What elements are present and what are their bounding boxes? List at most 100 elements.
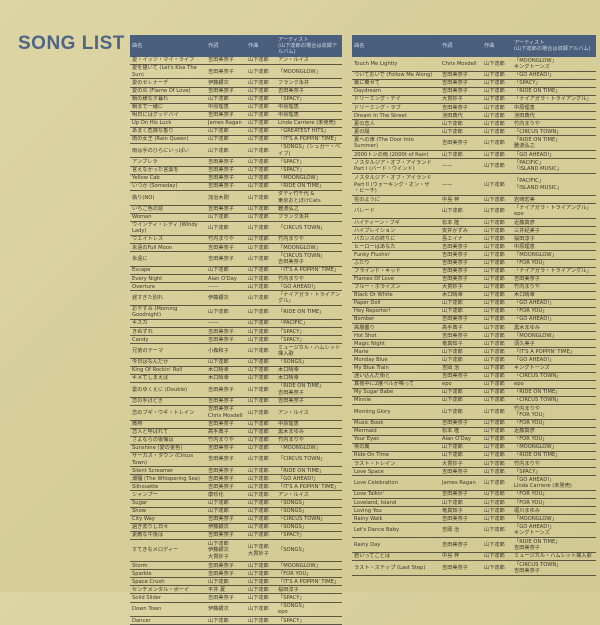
composer: 山下達郎 [248, 267, 269, 274]
lyricist: 吉田美奈子 [208, 475, 234, 482]
song-title: ヒーローはあなた [354, 243, 396, 250]
composer: 山下達郎 [484, 564, 505, 571]
song-title: Flames Of Love [354, 276, 394, 283]
composer: 山下達郎 [484, 389, 505, 396]
lyricist: 吉田美奈子 [208, 516, 234, 523]
composer: 山下達郎 [248, 194, 269, 201]
song-title: Mermaid [354, 428, 377, 435]
song-title: 朝の様な夕暮れ [132, 96, 169, 102]
artist: 「MOONGLOW」 [514, 332, 557, 339]
table-row: センチメンタル・ボーイ 平井 夏 山下達郎 桜田淳子 [130, 586, 342, 595]
artist: 「RIDE ON TIME」 吉田美奈子 [278, 383, 325, 396]
lyricist: 中島 梓 [442, 553, 460, 560]
song-table-right: 曲名 作詞 作曲 アーティスト (山下達郎の場合は収録アルバム) Touch Me Li… [352, 35, 596, 576]
song-title: アンブレラ [132, 158, 158, 165]
table-row: My Sugar Babe 山下達郎 山下達郎 「RIDE ON TIME」 [352, 389, 596, 397]
artist: 「SONGS」 [278, 499, 307, 506]
lyricist: 吉田美奈子 [208, 175, 234, 181]
composer: 山下達郎 [248, 328, 269, 335]
composer: 山下達郎 [484, 163, 505, 170]
composer: 山下達郎 [248, 128, 269, 135]
song-title: Minnie [354, 397, 372, 404]
artist: 「MOONGLOW」 [278, 445, 321, 452]
table-row: 雨の女王 (Rain Queen) 山下達郎 山下達郎 「IT'S A POPPIN'… [130, 136, 342, 145]
artist: 「MOONGLOW」 [278, 68, 321, 75]
page-title: SONG LIST [18, 33, 125, 54]
header-artist: アーティスト (山下達郎の場合は収録アルバム) [278, 36, 338, 56]
artist: 「SONGS」 [278, 524, 307, 531]
song-title: 恋の手ほどき [132, 398, 163, 405]
composer: 山下達郎 [484, 348, 505, 355]
table-row: ドリーミング・デイ 大貫妙子 山下達郎 「ナイアガラ・トライアングル」 [352, 96, 596, 105]
table-row: 夏の陽 山下達郎 山下達郎 「CIRCUS TOWN」 [352, 128, 596, 137]
artist: 「RIDE ON TIME」 [278, 183, 325, 190]
table-row: 2000トンの雨 (2000t of Rain) 山下達郎 山下達郎 「GO AHEA… [352, 151, 596, 160]
table-row: Solid Slider 吉田美奈子 山下達郎 「SPACY」 [130, 594, 342, 603]
song-title: ラスト・ステップ (Last Step) [354, 564, 426, 571]
artist: アン・ルイス [278, 491, 309, 498]
artist: 「FOR YOU」 [514, 420, 548, 427]
song-title: おやすみ (Morning Goodnight) [132, 306, 178, 319]
lyricist: 山下達郎 [442, 408, 463, 415]
table-row: いちご色の窓 吉田美奈子 山下達郎 難波弘之 [130, 206, 342, 214]
header-artist: アーティスト (山下達郎の場合は収録アルバム) [514, 39, 591, 52]
table-row: おやすみ (Morning Goodnight) 山下達郎 山下達郎 「RIDE ON… [130, 306, 342, 321]
table-row: Silent Screamer 吉田美奈子 山下達郎 「RIDE ON TIME」 [130, 467, 342, 476]
lyricist: 池田典代 [442, 112, 463, 119]
lyricist: 竜真知子 [442, 507, 463, 514]
artist: 「GO AHEAD!」 [514, 316, 555, 323]
song-title: Love Celebration [354, 480, 398, 487]
lyricist: 安井かずみ [442, 227, 468, 234]
composer: 山下達郎 [248, 309, 269, 316]
composer: 山下達郎 [248, 104, 269, 111]
artist: 「CIRCUS TOWN」 吉田美奈子 [514, 561, 562, 574]
table-row: キメてしまえば 木口晴幸 山下達郎 木口晴幸 [130, 375, 342, 383]
composer: 山下達郎 [484, 208, 505, 215]
artist: フランク永井 [278, 214, 310, 221]
composer: 山下達郎 [484, 219, 505, 226]
lyricist: 山下達郎 [208, 499, 229, 506]
song-title: 夜の翼 [354, 444, 370, 451]
artist: 「FOR YOU」 [514, 259, 548, 266]
lyricist: epo [442, 381, 452, 388]
song-title: Storm [132, 562, 148, 569]
table-row: 朝まで一緒に 中原理恵 山下達郎 中原理恵 [130, 104, 342, 112]
lyricist: Alan O'Day [442, 436, 471, 443]
table-row: ウエイトレス 竹内まりや 山下達郎 竹内まりや [130, 236, 342, 245]
header-composer: 作曲 [248, 42, 259, 49]
song-title: シャンプー [132, 491, 158, 498]
composer: 山下達郎 [248, 491, 269, 498]
composer: 山下達郎 [248, 158, 269, 165]
song-title: Love Talkin' [354, 491, 384, 498]
artist: 「IT'S A POPPIN' TIME」 [514, 348, 576, 355]
lyricist: 伊藤銀次 [208, 294, 229, 301]
composer: 山下達郎 [484, 408, 505, 415]
song-title: Up On His Luck [132, 120, 172, 127]
song-title: 真夜中に2度ベルが鳴って [354, 381, 415, 388]
song-title: ウインディ・レディ (Windy Lady) [132, 222, 198, 235]
table-row: ノスタルジア・オブ・アイランド Part I (バード・ウインド) —— 山下達郎 「… [352, 159, 596, 175]
lyricist: 山下達郎 [442, 308, 463, 315]
composer: 山下達郎 [484, 151, 505, 158]
artist: 竹内まりや [514, 120, 540, 127]
artist: 竹内まりや [278, 236, 304, 243]
song-title: 雲のゆくえに (Double) [132, 386, 188, 393]
lyricist: 大貫妙子 [442, 96, 463, 103]
composer: 山下達郎 [484, 181, 505, 188]
lyricist: 高手典子 [442, 324, 463, 331]
table-row: 恋のブギ・ウギ・トレイン 吉田美奈子 Chris Mosdell 山下達郎 アン・ルイ… [130, 406, 342, 421]
composer: 山下達郎 [248, 578, 269, 585]
lyricist: 山下達郎 [442, 356, 463, 363]
artist: 「SPACY」 [278, 532, 305, 539]
table-row: Silhouette 吉田美奈子 山下達郎 「IT'S A POPPIN' TIME」 [130, 483, 342, 492]
song-title: My Sugar Babe [354, 389, 394, 396]
composer: 山下達郎 [248, 236, 269, 243]
song-title: キスカ [132, 320, 148, 327]
artist: 「PACIFIC」 「ISLAND MUSIC」 [514, 178, 562, 191]
table-row: 素敵な午後は 吉田美奈子 山下達郎 「SPACY」 [130, 532, 342, 540]
lyricist: 吉田美奈子 [208, 328, 234, 335]
song-title: Woman [132, 214, 152, 221]
composer: 山下達郎 [484, 268, 505, 275]
artist: 竹内まりや 「FOR YOU」 [514, 405, 548, 418]
lyricist: 吉田美奈子 [442, 268, 468, 275]
